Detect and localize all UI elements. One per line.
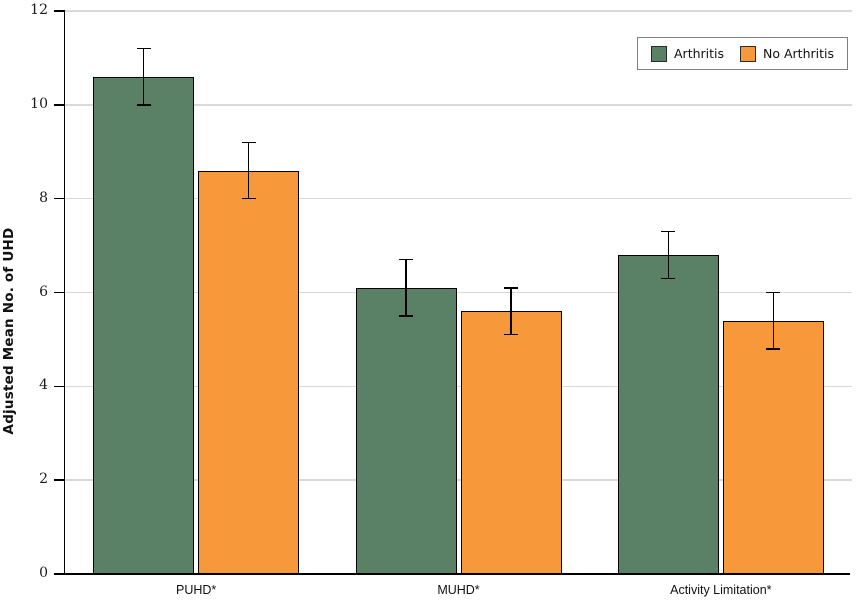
error-bar-line	[247, 142, 250, 199]
y-tick-10	[54, 104, 65, 106]
y-tick-label-4: 4	[39, 377, 48, 394]
legend-label: No Arthritis	[763, 46, 834, 61]
error-bar-cap-top	[399, 258, 413, 261]
y-tick-2	[54, 479, 65, 481]
error-bar-cap-top	[661, 230, 676, 233]
error-bar-line	[510, 287, 512, 335]
error-bar-cap-bottom	[766, 348, 781, 350]
bar-no-arthritis-2	[460, 311, 562, 574]
y-tick-label-10: 10	[30, 95, 48, 112]
gridline-y-10	[65, 104, 852, 106]
bar-arthritis-2	[355, 287, 457, 574]
error-bar-line	[142, 48, 145, 105]
y-tick-label-2: 2	[39, 471, 48, 488]
y-tick-label-8: 8	[39, 189, 48, 206]
y-tick-12	[54, 10, 65, 12]
error-bar-cap-top	[241, 141, 256, 144]
y-tick-label-0: 0	[39, 565, 48, 581]
error-bar-line	[405, 259, 407, 316]
x-axis-line	[65, 573, 850, 575]
error-bar-cap-top	[766, 291, 781, 294]
gridline-y-2	[65, 479, 852, 481]
error-bar-line	[772, 292, 775, 349]
x-category-label-3: Activity Limitation*	[670, 583, 772, 597]
bar-no-arthritis-1	[198, 170, 300, 574]
legend-item-no-arthritis: No Arthritis	[740, 45, 834, 62]
error-bar-cap-top	[504, 287, 518, 289]
error-bar-cap-bottom	[136, 104, 151, 106]
error-bar-cap-top	[136, 47, 151, 50]
legend-label: Arthritis	[674, 46, 725, 61]
legend-swatch-icon	[651, 45, 667, 62]
y-axis-title: Adjusted Mean No. of UHD	[1, 227, 17, 435]
bar-no-arthritis-3	[722, 320, 824, 574]
error-bar-cap-bottom	[661, 277, 676, 280]
legend-item-arthritis: Arthritis	[651, 45, 725, 62]
gridline-y-4	[65, 385, 852, 388]
x-category-label-1: PUHD*	[176, 583, 217, 597]
legend: Arthritis No Arthritis	[637, 37, 848, 70]
error-bar-line	[667, 231, 670, 279]
y-tick-8	[54, 197, 65, 200]
gridline-y-8	[65, 197, 852, 200]
x-category-label-2: MUHD*	[437, 583, 480, 597]
error-bar-cap-bottom	[504, 333, 518, 336]
bar-arthritis-3	[617, 254, 719, 574]
y-tick-6	[54, 291, 65, 294]
error-bar-cap-bottom	[399, 315, 413, 317]
gridline-y-12	[65, 10, 852, 12]
y-tick-label-12: 12	[30, 2, 48, 18]
y-tick-4	[54, 385, 65, 388]
legend-swatch-icon	[740, 45, 757, 62]
y-tick-0	[54, 573, 65, 575]
bar-arthritis-1	[93, 76, 195, 574]
y-axis-line	[63, 11, 65, 574]
gridline-y-6	[65, 291, 852, 294]
y-tick-label-6: 6	[39, 283, 48, 300]
error-bar-cap-bottom	[241, 197, 256, 200]
